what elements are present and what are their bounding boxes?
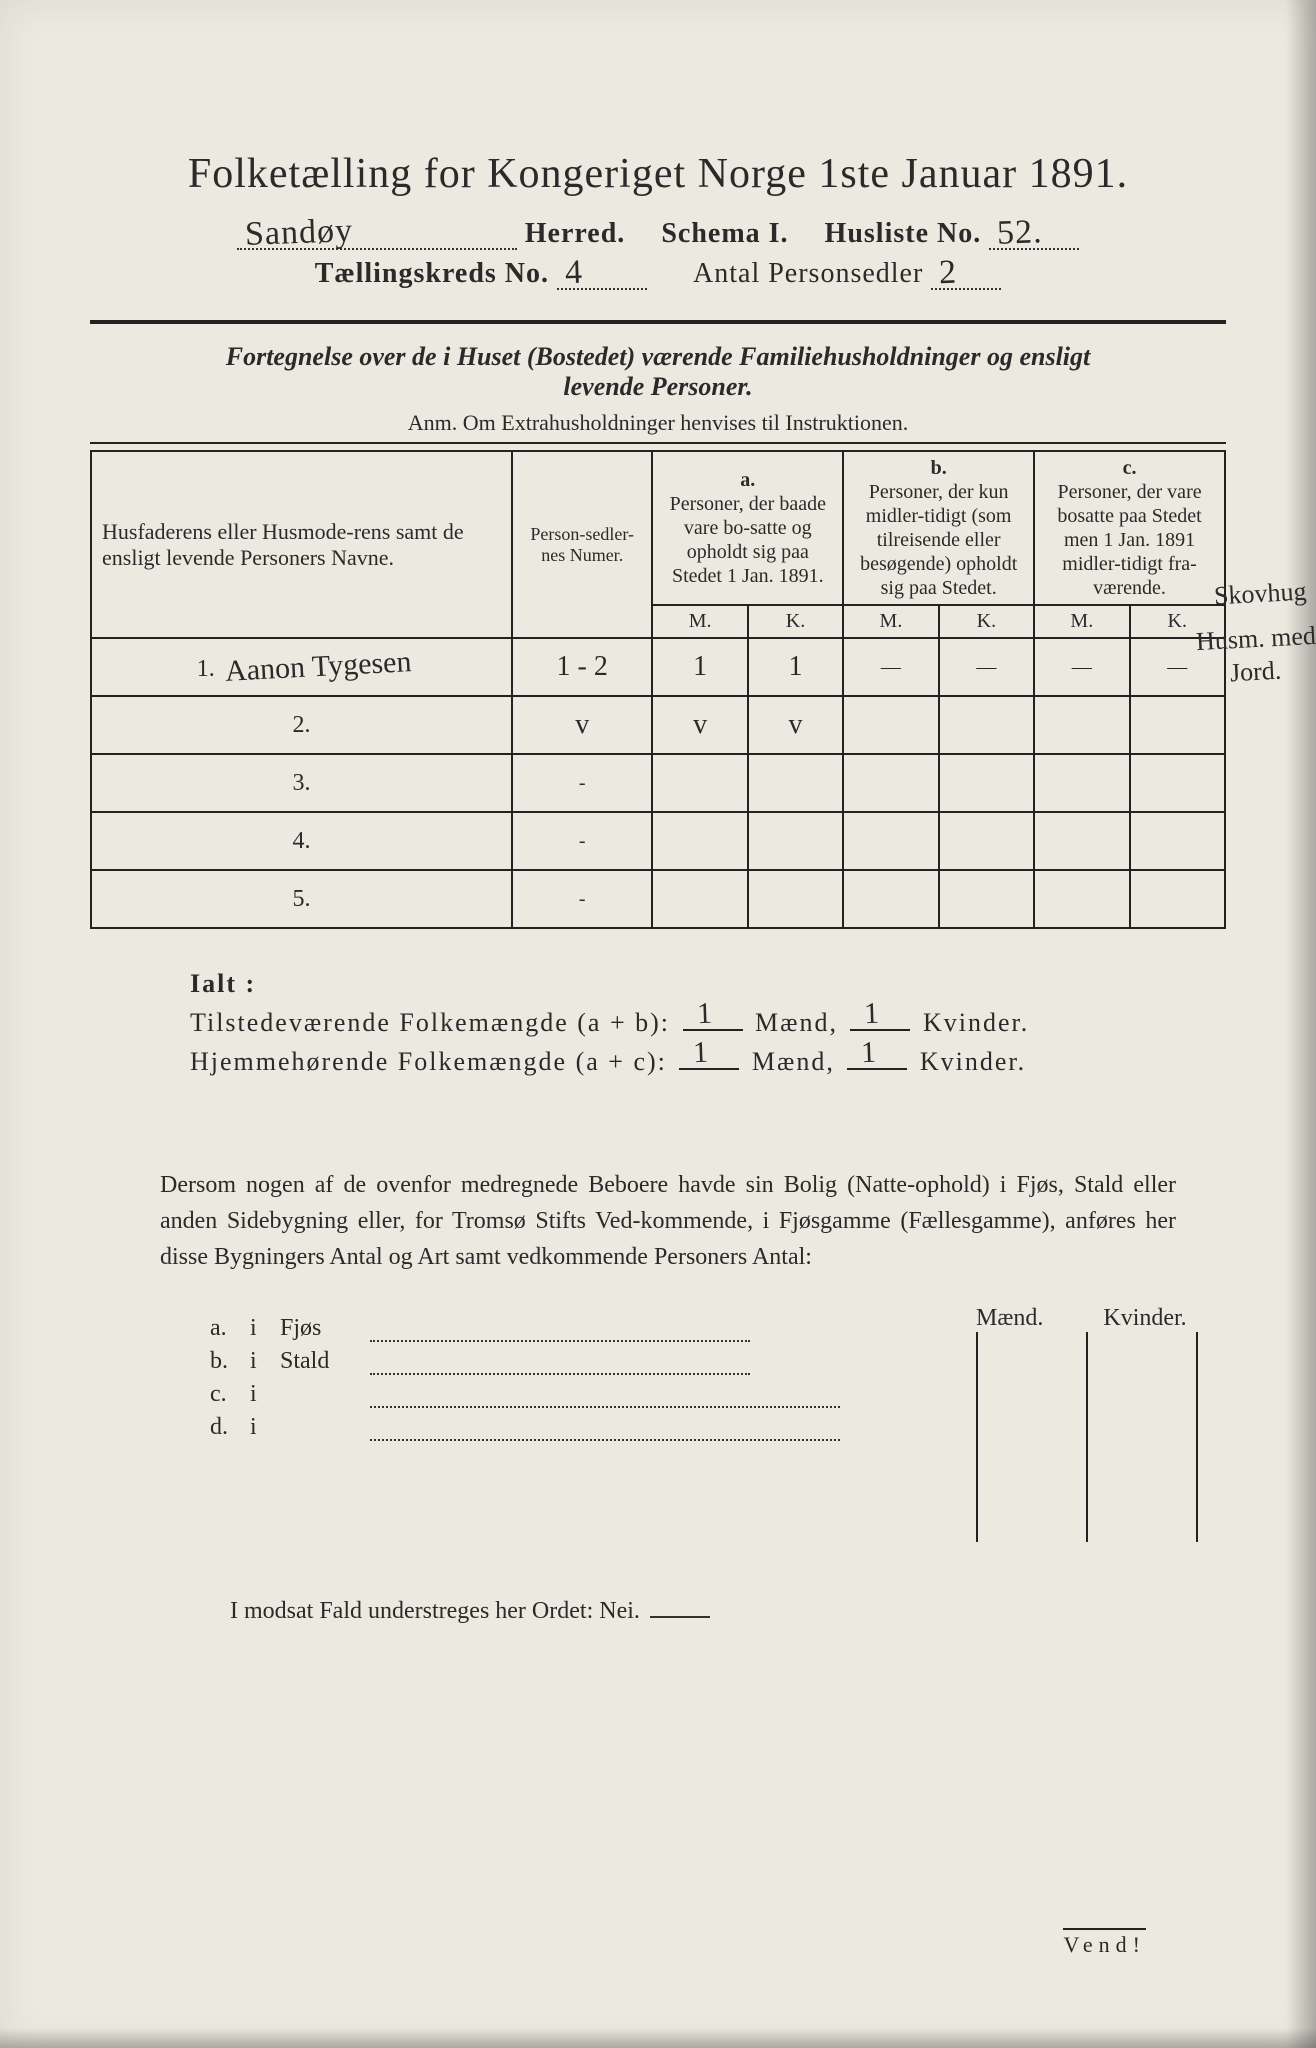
herred-value: Sandøy	[244, 212, 353, 254]
page-title: Folketælling for Kongeriget Norge 1ste J…	[90, 150, 1226, 198]
col-name: Husfaderens eller Husmode-rens samt de e…	[91, 451, 512, 638]
col-b-m: M.	[843, 605, 938, 638]
totals-line-2: Hjemmehørende Folkemængde (a + c): 1 Mæn…	[190, 1046, 1226, 1077]
totals-block: Ialt : Tilstedeværende Folkemængde (a + …	[190, 969, 1226, 1077]
table-row: 3. -	[91, 754, 1225, 812]
personsedler-field: 2	[931, 264, 1001, 290]
col-numer: Person-sedler-nes Numer.	[512, 451, 652, 638]
header-line-2: Tællingskreds No. 4 Antal Personsedler 2	[90, 258, 1226, 290]
sublist-row: a. i Fjøs	[210, 1315, 976, 1342]
row1-name: Aanon Tygesen	[224, 645, 412, 689]
sublist-columns: Mænd. Kvinder.	[976, 1295, 1226, 1542]
sublist: a. i Fjøs b. i Stald c. i	[210, 1315, 976, 1441]
page-shadow-bottom	[0, 2028, 1316, 2048]
husliste-value: 52.	[997, 213, 1044, 253]
personsedler-value: 2	[939, 254, 958, 293]
census-form-page: Folketælling for Kongeriget Norge 1ste J…	[0, 0, 1316, 2048]
kreds-value: 4	[564, 254, 583, 293]
col-a-m: M.	[652, 605, 747, 638]
schema-label: Schema I.	[661, 218, 788, 250]
sublist-row: d. i	[210, 1414, 976, 1441]
vend-label: Vend!	[1063, 1928, 1146, 1958]
sublist-block: a. i Fjøs b. i Stald c. i	[90, 1295, 1226, 1542]
col-b: b. Personer, der kun midler-tidigt (som …	[843, 451, 1034, 605]
col-a-k: K.	[748, 605, 843, 638]
census-table: Husfaderens eller Husmode-rens samt de e…	[90, 450, 1226, 929]
herred-label: Herred.	[525, 218, 626, 250]
sublist-row: c. i	[210, 1381, 976, 1408]
husliste-label: Husliste No.	[825, 218, 982, 250]
ialt-label: Ialt :	[190, 969, 1226, 999]
herred-field: Sandøy	[237, 224, 517, 250]
anm-note: Anm. Om Extrahusholdninger henvises til …	[90, 410, 1226, 436]
col-b-k: K.	[939, 605, 1034, 638]
divider-2	[90, 442, 1226, 444]
table-row: 4. -	[91, 812, 1225, 870]
col-c: c. Personer, der vare bosatte paa Stedet…	[1034, 451, 1225, 605]
page-shadow-right	[1286, 0, 1316, 2048]
personsedler-label: Antal Personsedler	[693, 258, 923, 290]
col-c-m: M.	[1034, 605, 1129, 638]
sublist-row: b. i Stald	[210, 1348, 976, 1375]
footer-line: I modsat Fald understreges her Ordet: Ne…	[230, 1592, 1226, 1625]
paragraph: Dersom nogen af de ovenfor medregnede Be…	[160, 1167, 1176, 1275]
census-table-wrap: Husfaderens eller Husmode-rens samt de e…	[90, 450, 1226, 929]
sublist-head-kvinder: Kvinder.	[1103, 1305, 1186, 1332]
totals-line-1: Tilstedeværende Folkemængde (a + b): 1 M…	[190, 1007, 1226, 1038]
margin-note-1: Skovhug	[1213, 578, 1307, 611]
col-a: a. Personer, der baade vare bo-satte og …	[652, 451, 843, 605]
kreds-label: Tællingskreds No.	[315, 258, 549, 290]
kreds-field: 4	[557, 264, 647, 290]
husliste-field: 52.	[989, 224, 1079, 250]
table-row: 1. Aanon Tygesen 1 - 2 1 1 — — — —	[91, 638, 1225, 696]
margin-note-3: Jord.	[1229, 657, 1282, 688]
sublist-head-maend: Mænd.	[976, 1305, 1043, 1332]
table-row: 5. -	[91, 870, 1225, 928]
header-line-1: Sandøy Herred. Schema I. Husliste No. 52…	[90, 218, 1226, 250]
divider-1	[90, 320, 1226, 324]
description: Fortegnelse over de i Huset (Bostedet) v…	[150, 342, 1166, 402]
table-row-checks: 2. v v v	[91, 696, 1225, 754]
